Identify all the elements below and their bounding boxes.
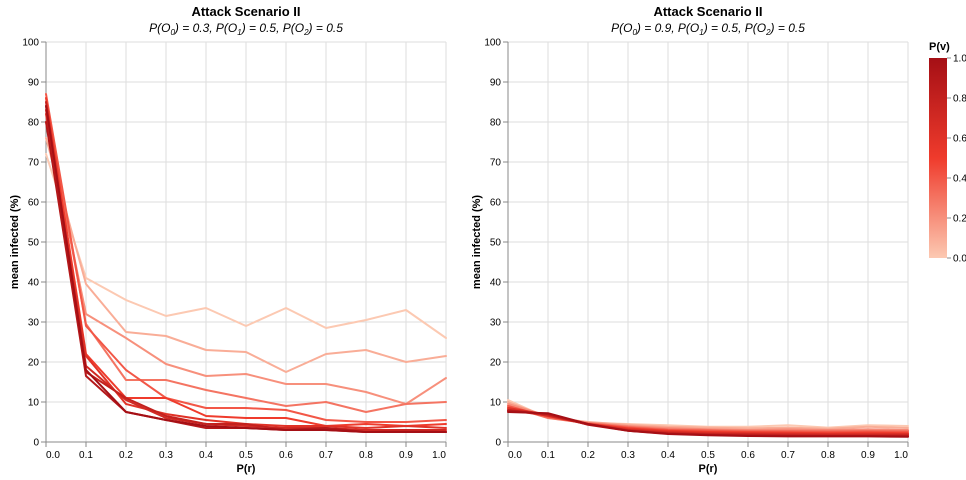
- left-x-tick-label: 0.8: [359, 450, 373, 461]
- right-y-tick-label: 100: [484, 38, 501, 49]
- right-y-tick-label: 30: [490, 318, 502, 329]
- left-series-line-pv-0.0: [45, 153, 447, 339]
- left-series-line-pv-0.5: [45, 97, 447, 427]
- right-series-line-pv-1.0: [507, 411, 909, 438]
- left-y-tick-label: 70: [28, 158, 40, 169]
- right-chart-title: Attack Scenario II: [653, 4, 762, 19]
- right-chart-axes: 0 10 20 30 40 50 60 70 80 90 100 0.0 0.1 0.2 0.3 0.4 0.5…: [484, 38, 909, 461]
- left-y-tick-label: 0: [33, 438, 39, 449]
- left-x-tick-label: 1.0: [432, 450, 446, 461]
- right-y-tick-label: 40: [490, 278, 502, 289]
- legend-tick-label: 0.6: [953, 134, 966, 145]
- left-x-tick-label: 0.7: [319, 450, 333, 461]
- right-x-tick-label: 0.9: [861, 450, 875, 461]
- left-chart-title: Attack Scenario II: [191, 4, 300, 19]
- left-y-tick-label: 20: [28, 358, 40, 369]
- left-x-tick-label: 0.9: [399, 450, 413, 461]
- right-chart-panel: Attack Scenario II P(O0) = 0.9, P(O1) = …: [471, 4, 909, 475]
- right-chart-grid: [507, 41, 909, 443]
- left-chart-x-label: P(r): [237, 463, 256, 475]
- right-y-tick-label: 0: [495, 438, 501, 449]
- left-x-tick-label: 0.5: [239, 450, 253, 461]
- left-x-tick-label: 0.2: [119, 450, 133, 461]
- left-y-tick-label: 90: [28, 78, 40, 89]
- left-series-line-pv-0.3: [45, 105, 447, 413]
- right-y-tick-label: 20: [490, 358, 502, 369]
- right-y-tick-label: 50: [490, 238, 502, 249]
- right-x-tick-label: 0.8: [821, 450, 835, 461]
- right-x-tick-label: 0.0: [508, 450, 522, 461]
- left-y-tick-label: 80: [28, 118, 40, 129]
- right-x-tick-label: 0.6: [741, 450, 755, 461]
- left-x-tick-label: 0.3: [159, 450, 173, 461]
- left-y-tick-label: 30: [28, 318, 40, 329]
- right-y-tick-label: 80: [490, 118, 502, 129]
- left-y-tick-label: 100: [22, 38, 39, 49]
- right-chart-x-label: P(r): [699, 463, 718, 475]
- left-chart-y-label: mean infected (%): [9, 195, 21, 289]
- left-series-line-pv-0.1: [45, 137, 447, 373]
- legend-tick-label: 0.8: [953, 94, 966, 105]
- right-x-tick-label: 0.1: [541, 450, 555, 461]
- left-chart-subtitle: P(O0) = 0.3, P(O1) = 0.5, P(O2) = 0.5: [149, 21, 343, 37]
- left-y-tick-label: 50: [28, 238, 40, 249]
- right-y-tick-label: 10: [490, 398, 502, 409]
- left-chart-panel: Attack Scenario II P(O0) = 0.3, P(O1) = …: [9, 4, 447, 475]
- right-x-tick-label: 0.5: [701, 450, 715, 461]
- legend-title: P(v): [929, 41, 950, 53]
- legend-tick-label: 0.4: [953, 174, 966, 185]
- left-x-tick-label: 0.4: [199, 450, 213, 461]
- left-x-tick-label: 0.1: [79, 450, 93, 461]
- right-y-tick-label: 60: [490, 198, 502, 209]
- right-chart-subtitle: P(O0) = 0.9, P(O1) = 0.5, P(O2) = 0.5: [611, 21, 805, 37]
- legend-tick-label: 0.0: [953, 254, 966, 265]
- color-legend: P(v) 1.0 0.8 0.6 0.4 0.2 0.0: [929, 41, 966, 265]
- left-series-line-pv-1.0: [45, 105, 447, 433]
- right-chart-y-label: mean infected (%): [471, 195, 483, 289]
- right-x-tick-label: 0.4: [661, 450, 675, 461]
- right-x-tick-label: 0.7: [781, 450, 795, 461]
- left-y-tick-label: 10: [28, 398, 40, 409]
- left-y-tick-label: 40: [28, 278, 40, 289]
- legend-ticks: 1.0 0.8 0.6 0.4 0.2 0.0: [947, 54, 966, 265]
- left-x-tick-label: 0.0: [46, 450, 60, 461]
- right-y-tick-label: 90: [490, 78, 502, 89]
- right-x-tick-label: 0.2: [581, 450, 595, 461]
- left-series-line-pv-0.4: [45, 93, 447, 423]
- right-y-tick-label: 70: [490, 158, 502, 169]
- left-series-line-pv-0.2: [45, 121, 447, 405]
- legend-tick-label: 0.2: [953, 214, 966, 225]
- left-y-tick-label: 60: [28, 198, 40, 209]
- left-x-tick-label: 0.6: [279, 450, 293, 461]
- legend-gradient-bar: [929, 58, 947, 258]
- left-chart-axes: 0 10 20 30 40 50 60 70 80 90 100 0.0 0.1 0.2 0.3 0.4 0.5…: [22, 38, 447, 461]
- right-x-tick-label: 1.0: [894, 450, 908, 461]
- left-chart-lines: [45, 93, 447, 433]
- right-x-tick-label: 0.3: [621, 450, 635, 461]
- legend-tick-label: 1.0: [953, 54, 966, 65]
- right-chart-lines: [507, 399, 909, 438]
